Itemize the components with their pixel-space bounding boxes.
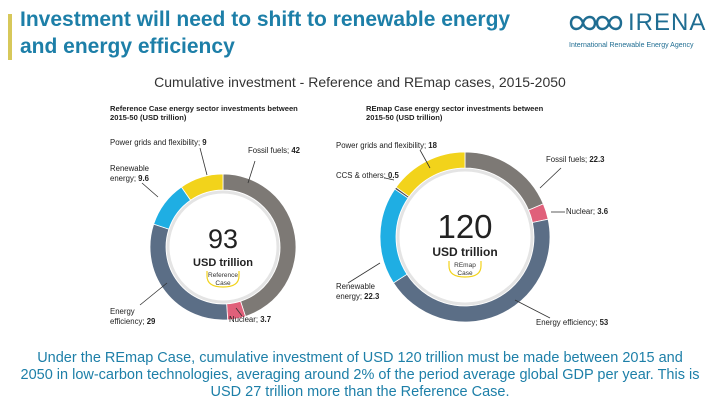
- reference-leader-fossil-fuels: [247, 160, 256, 184]
- remap-leader-power-grids-and-flexibility: [419, 149, 431, 169]
- reference-label-renewable-energy: Renewable energy; 9.6: [110, 164, 150, 183]
- reference-label-power-grids-and-flexibility: Power grids and flexibility; 9: [110, 138, 207, 147]
- remap-label-ccs-others: CCS & others; 0.5: [336, 171, 400, 180]
- reference-center-total: 93: [208, 224, 238, 254]
- remap-label-energy-efficiency: Energy efficiency; 53: [536, 318, 609, 327]
- remap-inner-ring: [396, 168, 534, 306]
- slide-title: Investment will need to shift to renewab…: [20, 8, 511, 58]
- reference-center-case-name: Reference: [208, 272, 238, 279]
- remap-label-nuclear: Nuclear; 3.6: [566, 207, 609, 216]
- remap-chart-title: REmap Case energy sector investments bet…: [366, 104, 544, 122]
- reference-label-energy-efficiency: Energy efficiency; 29: [110, 307, 156, 326]
- reference-leader-power-grids-and-flexibility: [199, 147, 208, 176]
- logo-wordmark: IRENA: [628, 9, 707, 36]
- reference-leader-renewable-energy: [141, 182, 159, 198]
- irena-logo-icon: [569, 15, 623, 31]
- remap-label-fossil-fuels: Fossil fuels; 22.3: [546, 155, 605, 164]
- reference-chart-title: Reference Case energy sector investments…: [110, 104, 298, 122]
- remap-case-bracket: [448, 261, 482, 278]
- remap-leader-ccs-others: [384, 177, 395, 181]
- reference-label-nuclear: Nuclear; 3.7: [229, 315, 271, 324]
- reference-leader-energy-efficiency: [139, 282, 168, 306]
- remap-label-power-grids-and-flexibility: Power grids and flexibility; 18: [336, 141, 438, 150]
- remap-center-total: 120: [437, 208, 492, 245]
- reference-case-bracket: [206, 271, 240, 288]
- remap-leader-energy-efficiency: [514, 299, 551, 319]
- reference-inner-ring: [166, 190, 280, 304]
- remap-label-renewable-energy: Renewable energy; 22.3: [336, 282, 380, 301]
- reference-leader-nuclear: [235, 307, 243, 317]
- remap-slice-power-grids-and-flexibility: [395, 151, 466, 198]
- reference-center-case-word: Case: [215, 280, 231, 287]
- irena-logo: IRENA International Renewable Energy Age…: [568, 8, 716, 60]
- remap-leader-fossil-fuels: [539, 167, 562, 189]
- remap-center-case-word: Case: [457, 270, 473, 277]
- logo-tagline: International Renewable Energy Agency: [569, 42, 694, 49]
- chart-subtitle: Cumulative investment - Reference and RE…: [154, 74, 566, 90]
- reference-label-fossil-fuels: Fossil fuels; 42: [248, 146, 301, 155]
- footer-text: Under the REmap Case, cumulative investm…: [20, 350, 700, 400]
- remap-leader-renewable-energy: [347, 262, 381, 284]
- remap-center-unit: USD trillion: [432, 245, 497, 259]
- reference-center-unit: USD trillion: [193, 257, 253, 269]
- remap-center-case-name: REmap: [454, 262, 476, 269]
- title-accent-bar: [8, 14, 12, 60]
- reference-slice-power-grids-and-flexibility: [180, 173, 224, 201]
